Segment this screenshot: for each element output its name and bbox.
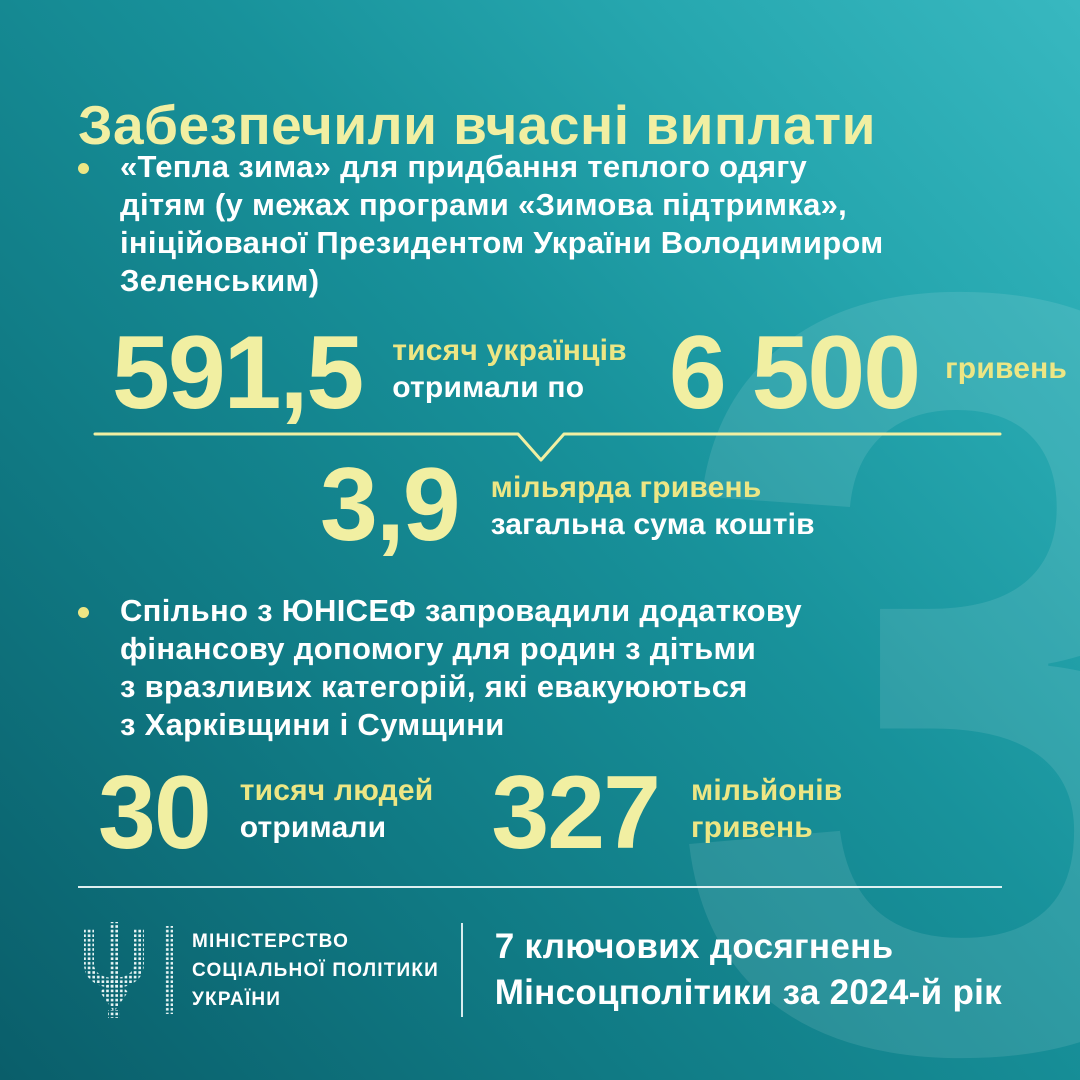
stat-winter-total-value: 3,9 xyxy=(320,447,461,563)
stat-winter-amount-value: 6 500 xyxy=(668,315,921,431)
bullet-text: «Тепла зима» для придбання теплого одягу… xyxy=(120,148,884,300)
bullet-dot xyxy=(78,607,89,618)
stat-row-unicef: 30 тисяч людей отримали 327 мільйонів гр… xyxy=(78,760,842,866)
bullet-line: з Харківщини і Сумщини xyxy=(120,707,505,742)
stat-winter-recipients-value: 591,5 xyxy=(112,315,364,431)
stat-unicef-recipients-label: тисяч людей отримали xyxy=(239,774,434,844)
stat-row-winter-total: 3,9 мільярда гривень загальна сума кошті… xyxy=(320,452,815,558)
bullet-item-warm-winter: «Тепла зима» для придбання теплого одягу… xyxy=(78,148,884,300)
logo-bar xyxy=(164,926,173,1014)
footer: МІНІСТЕРСТВО СОЦІАЛЬНОЇ ПОЛІТИКИ УКРАЇНИ… xyxy=(78,920,1002,1020)
page-title: Забезпечили вчасні виплати xyxy=(78,93,876,156)
stat-winter-recipients-label: тисяч українців отримали по xyxy=(392,334,627,404)
connector-line-with-notch xyxy=(93,432,1002,462)
bullet-line: дітям (у межах програми «Зимова підтримк… xyxy=(120,187,848,222)
bullet-line: фінансову допомогу для родин з дітьми xyxy=(120,631,757,666)
stat-winter-amount-label: гривень xyxy=(945,352,1068,385)
series-title: 7 ключових досягнень Мінсоцполітики за 2… xyxy=(494,927,1002,1012)
bullet-line: ініційованої Президентом України Володим… xyxy=(120,225,884,260)
bullet-item-unicef: Спільно з ЮНІСЕФ запровадили додаткову ф… xyxy=(78,592,802,744)
watermark-digit-3: 3 xyxy=(664,68,1080,1080)
footer-divider xyxy=(78,886,1002,888)
stat-row-winter: 591,5 тисяч українців отримали по 6 500 … xyxy=(78,320,1067,426)
bullet-line: Зеленським) xyxy=(120,263,320,298)
stat-winter-total-label: мільярда гривень загальна сума коштів xyxy=(490,471,815,541)
footer-vertical-divider xyxy=(460,923,463,1017)
bullet-text: Спільно з ЮНІСЕФ запровадили додаткову ф… xyxy=(120,592,802,744)
ministry-logo xyxy=(84,922,173,1018)
bullet-line: «Тепла зима» для придбання теплого одягу xyxy=(120,149,808,184)
bullet-dot xyxy=(78,163,89,174)
ministry-name: МІНІСТЕРСТВО СОЦІАЛЬНОЇ ПОЛІТИКИ УКРАЇНИ xyxy=(192,930,440,1010)
stat-unicef-recipients-value: 30 xyxy=(98,755,212,871)
trident-icon xyxy=(84,922,144,1018)
bullet-line: з вразливих категорій, які евакуюються xyxy=(120,669,748,704)
bullet-line: Спільно з ЮНІСЕФ запровадили додаткову xyxy=(120,593,802,628)
stat-unicef-amount-value: 327 xyxy=(491,755,661,871)
stat-unicef-amount-label: мільйонів гривень xyxy=(690,774,843,844)
